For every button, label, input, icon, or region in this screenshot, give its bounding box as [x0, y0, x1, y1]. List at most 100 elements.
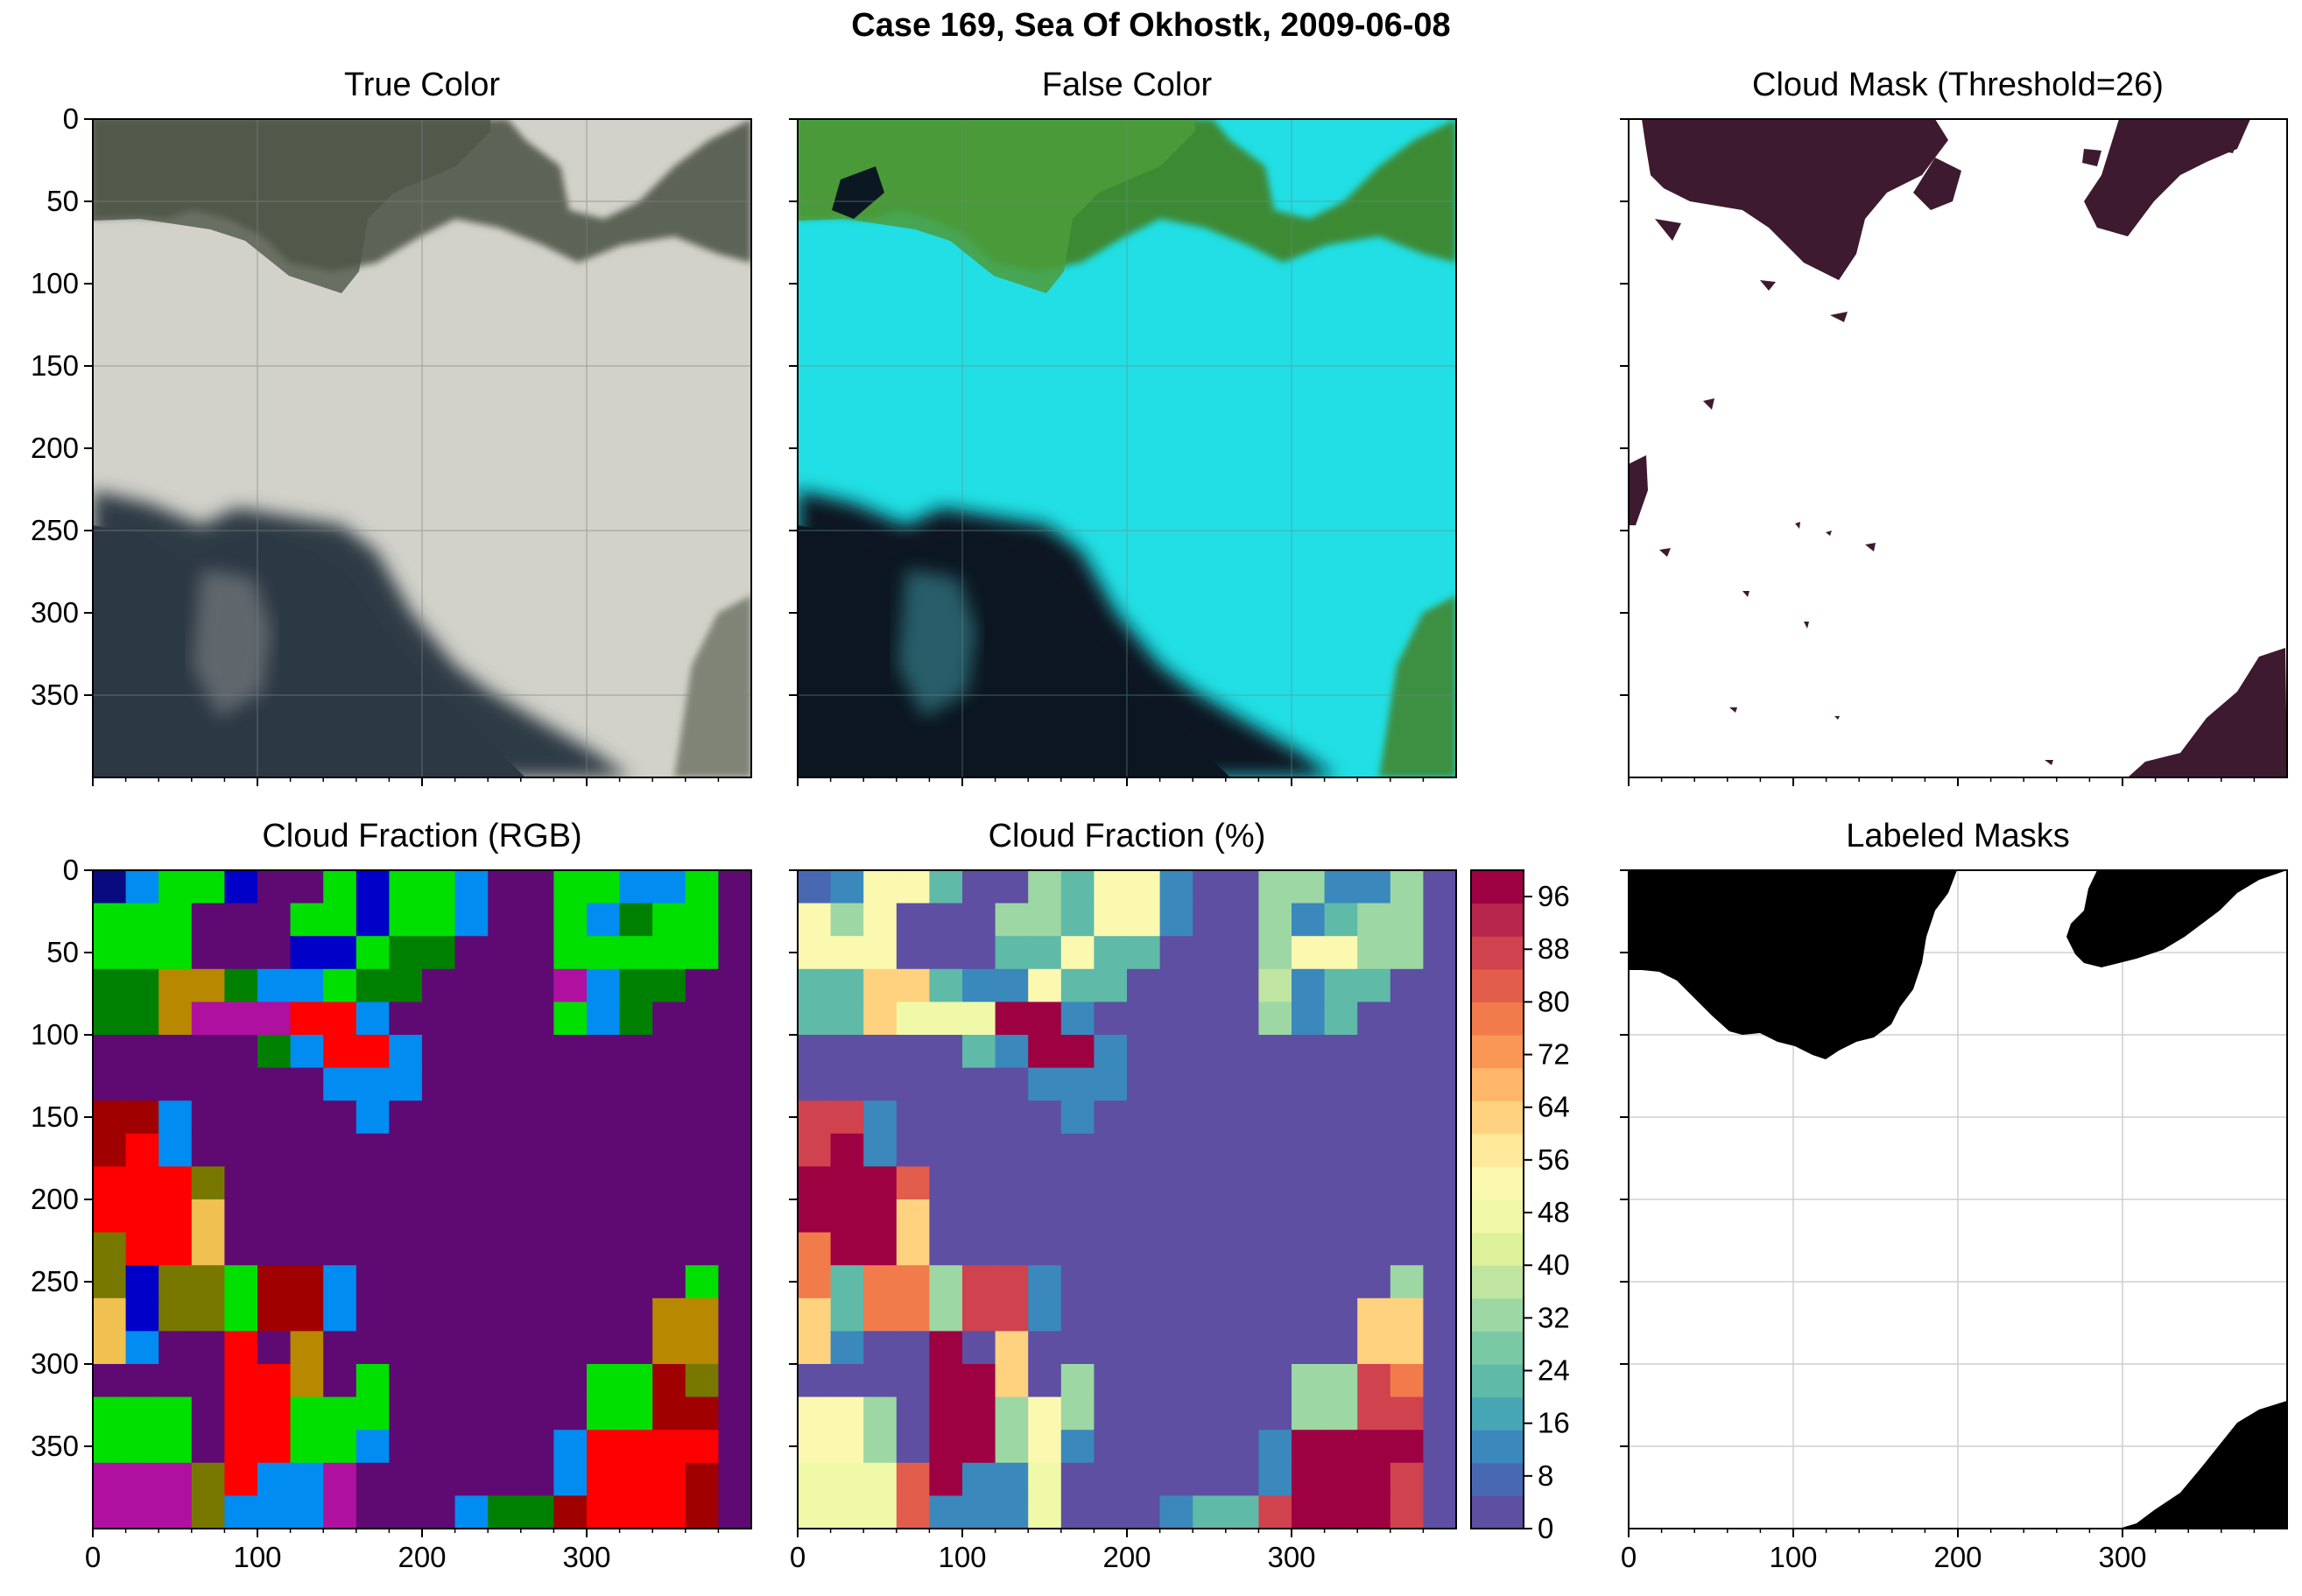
pct-cell — [1127, 1364, 1161, 1398]
rgb-cell — [685, 1265, 719, 1299]
rgb-cell — [356, 1133, 390, 1167]
rgb-cell — [290, 1495, 324, 1529]
rgb-cell — [553, 1297, 588, 1332]
rgb-cell — [619, 1067, 653, 1101]
pct-cell — [1094, 1331, 1128, 1365]
rgb-cell — [125, 936, 159, 970]
pct-cell — [1324, 1133, 1358, 1167]
rgb-cell — [323, 1430, 357, 1464]
rgb-cell — [257, 1364, 292, 1398]
pct-cell — [1060, 1002, 1095, 1036]
pct-cell — [1258, 1133, 1292, 1167]
rgb-cell — [290, 1265, 324, 1299]
rgb-cell — [685, 1331, 719, 1365]
rgb-cell — [93, 1199, 127, 1234]
pct-cell — [1127, 1462, 1161, 1496]
pct-cell — [1060, 1396, 1095, 1431]
rgb-cell — [257, 1100, 292, 1135]
pct-cell — [1225, 1495, 1259, 1529]
rgb-cell — [718, 1166, 752, 1200]
rgb-cell — [323, 936, 357, 970]
pct-cell — [1193, 1297, 1227, 1332]
pct-cell — [1258, 1166, 1292, 1200]
pct-cell — [1423, 1265, 1457, 1299]
pct-cell — [1225, 1100, 1259, 1135]
true-color-image — [93, 119, 751, 777]
pct-cell — [1357, 1331, 1391, 1365]
pct-cell — [1423, 1462, 1457, 1496]
rgb-cell — [587, 968, 621, 1002]
colorbar-tick-label: 56 — [1538, 1143, 1570, 1176]
rgb-cell — [652, 1430, 686, 1464]
pct-cell — [962, 1035, 996, 1069]
rgb-cell — [718, 1199, 752, 1234]
pct-cell — [896, 1396, 930, 1431]
rgb-cell — [290, 1133, 324, 1167]
rgb-cell — [652, 1265, 686, 1299]
pct-cell — [830, 1462, 864, 1496]
rgb-cell — [158, 1067, 193, 1101]
pct-cell — [1127, 1396, 1161, 1431]
rgb-cell — [652, 1035, 686, 1069]
rgb-cell — [158, 1166, 193, 1200]
rgb-cell — [257, 1166, 292, 1200]
rgb-cell — [191, 1331, 225, 1365]
rgb-cell — [93, 903, 127, 937]
pct-cell — [1127, 1232, 1161, 1266]
rgb-cell — [389, 1232, 423, 1266]
pct-cell — [1193, 936, 1227, 970]
pct-cell — [1390, 968, 1424, 1002]
rgb-cell — [587, 1232, 621, 1266]
pct-cell — [1060, 1297, 1095, 1332]
rgb-cell — [520, 1265, 554, 1299]
rgb-cell — [652, 1232, 686, 1266]
rgb-cell — [422, 1430, 456, 1464]
pct-cell — [1390, 936, 1424, 970]
pct-cell — [1225, 1297, 1259, 1332]
y-tick-label: 300 — [31, 1347, 79, 1380]
pct-cell — [1390, 1396, 1424, 1431]
pct-cell — [1292, 1495, 1326, 1529]
pct-cell — [929, 968, 963, 1002]
rgb-cell — [323, 1067, 357, 1101]
rgb-cell — [290, 1396, 324, 1431]
rgb-cell — [93, 1133, 127, 1167]
pct-cell — [896, 1430, 930, 1464]
pct-cell — [896, 1133, 930, 1167]
pct-cell — [1094, 1364, 1128, 1398]
rgb-cell — [422, 1396, 456, 1431]
pct-cell — [830, 1396, 864, 1431]
rgb-cell — [125, 968, 159, 1002]
pct-cell — [1324, 936, 1358, 970]
pct-cell — [1292, 1297, 1326, 1332]
rgb-cell — [619, 1396, 653, 1431]
panel-title-cloud-fraction-rgb: Cloud Fraction (RGB) — [262, 818, 582, 854]
pct-cell — [995, 1462, 1029, 1496]
pct-cell — [929, 1331, 963, 1365]
pct-cell — [962, 870, 996, 904]
pct-cell — [929, 1430, 963, 1464]
rgb-cell — [356, 870, 390, 904]
rgb-cell — [290, 1331, 324, 1365]
pct-cell — [863, 1232, 898, 1266]
pct-cell — [1094, 1297, 1128, 1332]
rgb-cell — [652, 968, 686, 1002]
pct-cell — [1193, 1396, 1227, 1431]
rgb-cell — [356, 1495, 390, 1529]
pct-cell — [830, 936, 864, 970]
pct-cell — [1423, 1199, 1457, 1234]
pct-cell — [1423, 870, 1457, 904]
rgb-cell — [356, 1396, 390, 1431]
rgb-cell — [685, 1133, 719, 1167]
pct-cell — [863, 1035, 898, 1069]
pct-cell — [1225, 1002, 1259, 1036]
y-tick-label: 150 — [31, 1100, 79, 1133]
pct-cell — [1028, 1265, 1062, 1299]
rgb-cell — [323, 1002, 357, 1036]
rgb-cell — [323, 1331, 357, 1365]
pct-cell — [896, 1364, 930, 1398]
rgb-cell — [323, 1232, 357, 1266]
pct-cell — [929, 1495, 963, 1529]
rgb-cell — [454, 903, 489, 937]
pct-cell — [995, 1035, 1029, 1069]
